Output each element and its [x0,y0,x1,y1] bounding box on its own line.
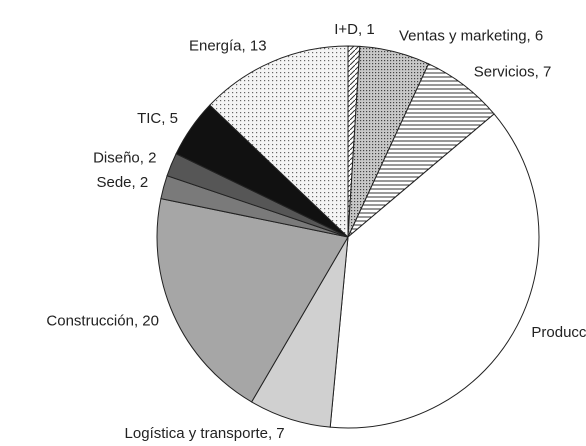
slice-label: Servicios, 7 [474,64,552,81]
slice-label: Energía, 13 [189,38,267,55]
slice-label: Sede, 2 [96,174,148,191]
slice-label: TIC, 5 [137,110,178,127]
pie-slice [329,113,540,429]
slice-label: Producción bienes, 38 [531,324,586,341]
pie-slice [156,198,349,403]
slice-label: Logística y transporte, 7 [125,425,285,442]
slice-label: I+D, 1 [334,21,374,38]
pie-slice [209,45,349,239]
slice-label: Diseño, 2 [93,149,156,166]
slice-label: Ventas y marketing, 6 [399,27,543,44]
slice-label: Construcción, 20 [46,312,159,329]
